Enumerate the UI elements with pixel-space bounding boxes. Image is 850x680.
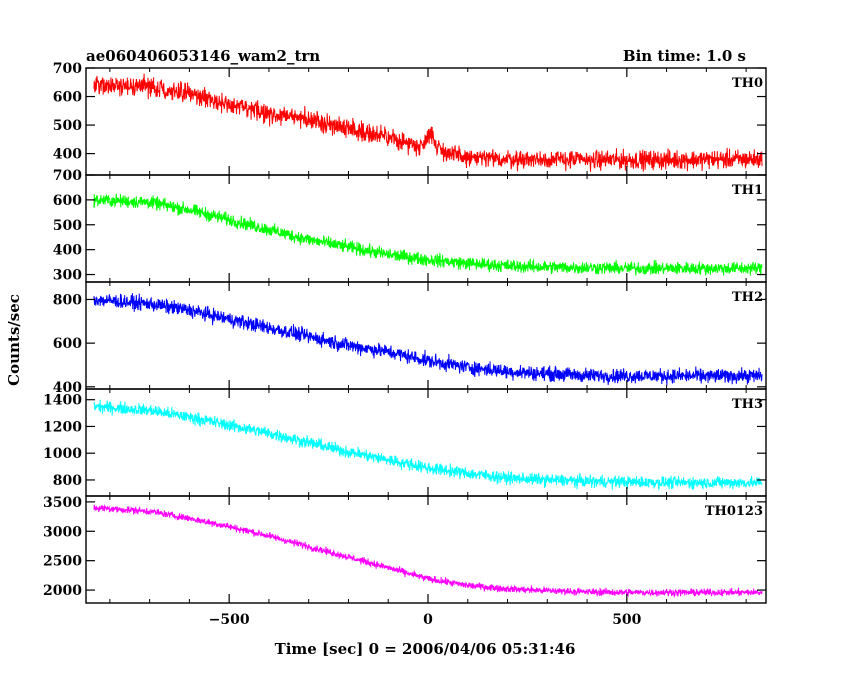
panel-th1: 300 400 500 600 700 TH1 bbox=[53, 168, 767, 284]
series-line-th0123 bbox=[93, 503, 763, 598]
y-tick-label: 500 bbox=[53, 218, 82, 234]
panel-label-th1: TH1 bbox=[732, 183, 763, 198]
y-tick-label: 2500 bbox=[43, 554, 82, 570]
y-tick-label: 800 bbox=[53, 292, 82, 308]
series-line-th2 bbox=[93, 293, 763, 386]
y-tick-label: 600 bbox=[53, 336, 82, 352]
panels: 400 500 600 700 TH0 300 400 500 600 700 TH1 400 600 8… bbox=[43, 61, 767, 628]
y-tick-label: 700 bbox=[53, 61, 82, 77]
y-tick-label: 3000 bbox=[43, 524, 82, 540]
panel-label-th0: TH0 bbox=[732, 76, 763, 91]
y-axis-label: Counts/sec bbox=[5, 294, 23, 386]
series-line-th3 bbox=[93, 399, 763, 491]
y-tick-label: 3500 bbox=[43, 495, 82, 511]
y-tick-label: 2000 bbox=[43, 583, 82, 599]
series-line-th0 bbox=[93, 73, 763, 172]
x-tick-label: 500 bbox=[612, 612, 641, 628]
panel-th2: 400 600 800 TH2 bbox=[53, 281, 767, 396]
y-tick-label: 400 bbox=[53, 380, 82, 396]
y-tick-label: 600 bbox=[53, 90, 82, 106]
panel-label-th0123: TH0123 bbox=[705, 504, 763, 519]
panel-th0123: 2000 2500 3000 3500 TH0123 bbox=[43, 495, 767, 604]
series-line-th1 bbox=[93, 193, 763, 276]
chart-title: ae060406053146_wam2_trn bbox=[86, 47, 320, 65]
x-axis-label: Time [sec] 0 = 2006/04/06 05:31:46 bbox=[275, 640, 576, 658]
y-tick-label: 500 bbox=[53, 118, 82, 134]
y-tick-label: 1000 bbox=[43, 446, 82, 462]
panel-frame-th0123 bbox=[85, 495, 767, 604]
y-tick-label: 300 bbox=[53, 268, 82, 284]
x-tick-label: 0 bbox=[423, 612, 433, 628]
y-tick-label: 700 bbox=[53, 168, 82, 184]
y-tick-label: 800 bbox=[53, 473, 82, 489]
x-tick-label: −500 bbox=[209, 612, 250, 628]
panel-label-th3: TH3 bbox=[732, 397, 763, 412]
panel-th0: 400 500 600 700 TH0 bbox=[53, 61, 767, 176]
y-tick-label: 600 bbox=[53, 193, 82, 209]
chart-subtitle: Bin time: 1.0 s bbox=[623, 47, 746, 65]
y-tick-label: 400 bbox=[53, 243, 82, 259]
y-tick-label: 1200 bbox=[43, 419, 82, 435]
panel-label-th2: TH2 bbox=[732, 290, 763, 305]
y-tick-label: 400 bbox=[53, 147, 82, 163]
panel-th3: 800 1000 1200 1400 TH3 bbox=[43, 388, 767, 497]
y-tick-label: 1400 bbox=[43, 393, 82, 409]
